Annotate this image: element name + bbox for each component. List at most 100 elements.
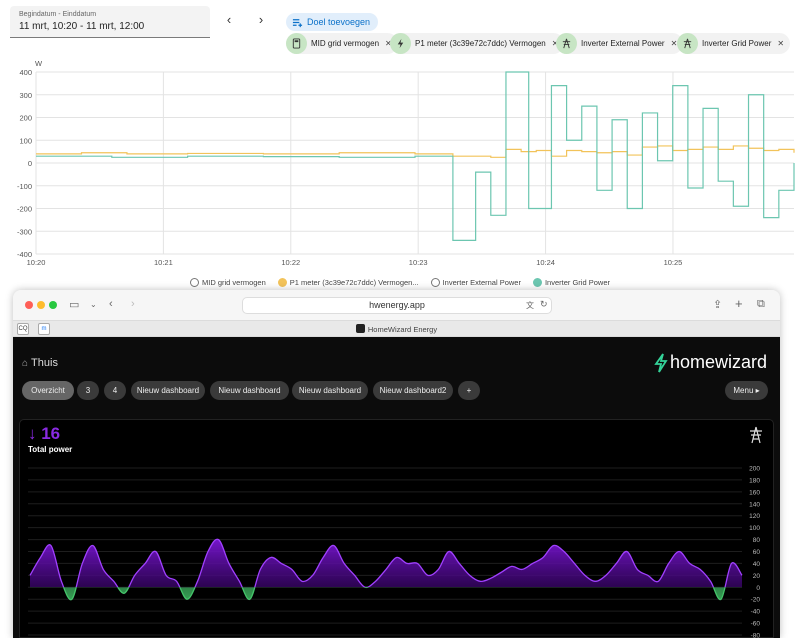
transmission-tower-icon — [556, 33, 577, 54]
tab-title: HomeWizard Energy — [367, 325, 438, 334]
tab-nieuw-dashboard-4[interactable]: Nieuw dashboard2 — [373, 381, 453, 400]
y-tick-label: 300 — [19, 91, 32, 100]
add-target-button[interactable]: Doel toevoegen — [286, 13, 379, 31]
series-line-positive — [29, 538, 743, 588]
legend-item[interactable]: MID grid vermogen — [189, 276, 266, 288]
chip-label: Inverter External Power — [581, 39, 665, 48]
y-tick-label: 180 — [749, 477, 760, 484]
tab-overzicht[interactable]: Overzicht — [22, 381, 74, 400]
y-tick-label: 0 — [28, 159, 32, 168]
legend-swatch — [430, 277, 440, 287]
tab-strip: CQ m HomeWizard Energy — [13, 320, 780, 337]
y-tick-label: 100 — [749, 525, 760, 532]
chip-label: P1 meter (3c39e72c7ddc) Vermogen — [415, 39, 546, 48]
calculator-icon — [286, 33, 307, 54]
menu-button[interactable]: Menu ▸ — [725, 381, 768, 400]
y-tick-label: 60 — [753, 549, 761, 556]
remove-chip-button[interactable]: ✕ — [670, 39, 678, 48]
add-dashboard-button[interactable]: + — [458, 381, 480, 400]
tab-overview-icon[interactable]: ⧉ — [757, 298, 765, 310]
tab-3[interactable]: 3 — [77, 381, 99, 400]
y-tick-label: 40 — [753, 561, 761, 568]
chip-p1-meter: P1 meter (3c39e72c7ddc) Vermogen ✕ — [390, 33, 565, 54]
legend-label: P1 meter (3c39e72c7ddc) Vermogen... — [289, 277, 419, 287]
chevron-down-icon[interactable]: ⌄ — [90, 300, 97, 309]
remove-chip-button[interactable]: ✕ — [552, 39, 559, 48]
chip-label: MID grid vermogen — [311, 39, 380, 48]
y-tick-label: 160 — [749, 489, 760, 496]
active-tab[interactable]: HomeWizard Energy — [13, 324, 780, 334]
home-icon: ⌂ — [22, 357, 29, 369]
minimize-window-button[interactable] — [37, 301, 45, 309]
legend-label: Inverter Grid Power — [544, 277, 610, 287]
y-tick-label: -100 — [17, 182, 32, 191]
tab-4[interactable]: 4 — [104, 381, 126, 400]
home-label: Thuis — [31, 357, 58, 369]
lightning-logo-icon — [654, 352, 668, 372]
y-tick-label: 120 — [749, 513, 760, 520]
browser-toolbar: ▭ ⌄ ‹ › hwenergy.app 文 ↻ ⇪ + ⧉ — [13, 290, 780, 320]
favorite-messenger-button[interactable]: m — [38, 323, 50, 335]
y-tick-label: -200 — [17, 205, 32, 214]
remove-chip-button[interactable]: ✕ — [777, 39, 785, 48]
new-tab-icon[interactable]: + — [735, 296, 743, 311]
translate-icon[interactable]: 文 — [526, 301, 534, 310]
chip-mid-grid: MID grid vermogen ✕ — [286, 33, 398, 54]
series-line — [36, 145, 795, 158]
share-icon[interactable]: ⇪ — [713, 299, 723, 311]
x-tick-label: 10:22 — [281, 258, 300, 267]
favorite-cq-button[interactable]: CQ — [17, 323, 29, 335]
y-tick-label: 140 — [749, 501, 760, 508]
chip-label: Inverter Grid Power — [702, 39, 772, 48]
legend-item[interactable]: Inverter Grid Power — [532, 276, 610, 288]
add-list-icon — [292, 18, 303, 27]
legend-label: MID grid vermogen — [201, 277, 266, 287]
back-icon[interactable]: ‹ — [109, 298, 113, 310]
x-tick-label: 10:24 — [536, 258, 555, 267]
forward-icon[interactable]: › — [131, 298, 135, 310]
y-tick-label: 200 — [19, 114, 32, 123]
sidebar-icon[interactable]: ▭ — [69, 299, 80, 311]
y-tick-label: 80 — [753, 537, 761, 544]
zoom-window-button[interactable] — [49, 301, 57, 309]
legend-item[interactable]: Inverter External Power — [430, 276, 521, 288]
y-tick-label: -300 — [17, 227, 32, 236]
home-breadcrumb[interactable]: ⌂ Thuis — [22, 357, 58, 369]
history-line-chart: 400 300 200 100 0 -100 -200 -300 -400 W 10:20 10:21… — [17, 59, 795, 267]
x-tick-label: 10:21 — [154, 258, 173, 267]
transmission-tower-icon[interactable] — [748, 426, 764, 444]
y-tick-label: -400 — [17, 250, 32, 259]
y-tick-label: -80 — [751, 633, 761, 638]
y-tick-label: 200 — [749, 466, 760, 473]
close-window-button[interactable] — [25, 301, 33, 309]
homewizard-app: ⌂ Thuis homewizard Overzicht 3 4 Nieuw d… — [13, 337, 780, 638]
date-range-field[interactable]: Begindatum - Einddatum 11 mrt, 10:20 - 1… — [10, 6, 210, 38]
positive-area — [30, 539, 742, 588]
remove-chip-button[interactable]: ✕ — [385, 39, 392, 48]
legend-swatch — [189, 277, 199, 287]
legend-label: Inverter External Power — [442, 277, 521, 287]
tab-nieuw-dashboard-1[interactable]: Nieuw dashboard — [131, 381, 205, 400]
browser-window: ▭ ⌄ ‹ › hwenergy.app 文 ↻ ⇪ + ⧉ CQ m Home… — [13, 290, 780, 638]
tab-nieuw-dashboard-2[interactable]: Nieuw dashboard — [210, 381, 289, 400]
legend-swatch — [277, 277, 287, 287]
y-tick-label: 0 — [756, 585, 760, 592]
y-tick-label: -60 — [751, 621, 761, 628]
next-period-button[interactable]: › — [258, 12, 264, 27]
tab-nieuw-dashboard-3[interactable]: Nieuw dashboard — [292, 381, 368, 400]
previous-period-button[interactable]: ‹ — [226, 12, 232, 27]
y-tick-label: 400 — [19, 68, 32, 77]
y-tick-label: -20 — [751, 597, 761, 604]
y-tick-label: 20 — [753, 573, 761, 580]
date-range-value: 11 mrt, 10:20 - 11 mrt, 12:00 — [19, 21, 145, 32]
power-value: ↓ 16 — [28, 424, 61, 443]
legend-swatch — [532, 277, 542, 287]
reload-icon[interactable]: ↻ — [540, 299, 548, 309]
total-power-panel: ↓ 16 Total power 200 180 160 140 120 100 80 60 4… — [19, 419, 774, 638]
chip-inverter-external: Inverter External Power ✕ — [556, 33, 684, 54]
address-bar[interactable]: hwenergy.app — [242, 297, 552, 314]
chip-inverter-grid: Inverter Grid Power ✕ — [677, 33, 791, 54]
legend-item[interactable]: P1 meter (3c39e72c7ddc) Vermogen... — [277, 276, 419, 288]
